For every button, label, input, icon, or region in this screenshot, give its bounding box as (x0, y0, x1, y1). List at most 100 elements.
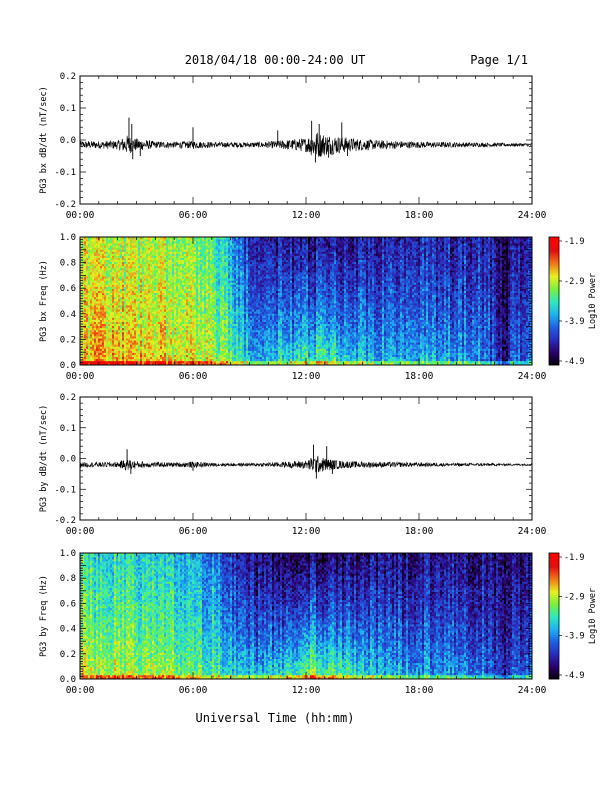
heatmap-cell (94, 284, 97, 287)
heatmap-cell (226, 321, 229, 325)
heatmap-cell (190, 255, 193, 258)
heatmap-cell (222, 257, 225, 261)
heatmap-cell (234, 259, 237, 263)
heatmap-cell (120, 259, 123, 263)
heatmap-cell (104, 241, 107, 244)
heatmap-cell (94, 290, 97, 294)
heatmap-cell (202, 292, 205, 296)
heatmap-cell (82, 327, 85, 331)
heatmap-cell (108, 284, 111, 287)
heatmap-cell (130, 245, 133, 248)
heatmap-cell (94, 288, 97, 291)
heatmap-cell (154, 311, 157, 314)
heatmap-cell (152, 334, 155, 337)
heatmap-cell (182, 338, 185, 341)
heatmap-cell (230, 334, 233, 337)
heatmap-cell (166, 292, 169, 296)
heatmap-cell (100, 251, 103, 254)
heatmap-cell (190, 294, 193, 298)
heatmap-cell (98, 354, 101, 358)
heatmap-cell (86, 292, 89, 296)
heatmap-cell (128, 237, 131, 240)
heatmap-cell (194, 358, 197, 362)
heatmap-cell (210, 303, 213, 306)
heatmap-cell (170, 298, 173, 302)
heatmap-cell (228, 255, 231, 258)
heatmap-cell (98, 329, 101, 333)
heatmap-cell (86, 305, 89, 308)
heatmap-cell (196, 278, 199, 281)
heatmap-cell (208, 270, 211, 273)
heatmap-cell (80, 265, 83, 269)
heatmap-cell (184, 336, 187, 339)
heatmap-cell (158, 331, 161, 335)
heatmap-cell (198, 331, 201, 335)
heatmap-cell (202, 257, 205, 261)
heatmap-cell (96, 296, 99, 300)
heatmap-cell (126, 334, 129, 337)
heatmap-cell (166, 251, 169, 254)
heatmap-cell (106, 331, 109, 335)
heatmap-cell (190, 344, 193, 347)
heatmap-cell (120, 296, 123, 300)
heatmap-cell (166, 276, 169, 279)
heatmap-cell (194, 290, 197, 294)
heatmap-cell (106, 354, 109, 358)
heatmap-cell (204, 245, 207, 248)
heatmap-cell (206, 329, 209, 333)
x-tick-label: 00:00 (66, 210, 95, 221)
heatmap-cell (164, 296, 167, 300)
heatmap-cell (156, 251, 159, 254)
heatmap-cell (118, 358, 121, 362)
heatmap-cell (132, 313, 135, 316)
heatmap-cell (122, 348, 125, 351)
heatmap-cell (224, 305, 227, 308)
heatmap-cell (138, 348, 141, 351)
heatmap-cell (118, 243, 121, 246)
heatmap-cell (228, 319, 231, 322)
heatmap-cell (168, 307, 171, 310)
heatmap-cell (80, 321, 83, 325)
heatmap-cell (152, 315, 155, 318)
heatmap-cell (128, 354, 131, 358)
heatmap-cell (218, 321, 221, 325)
heatmap-cell (178, 350, 181, 353)
heatmap-cell (82, 241, 85, 244)
heatmap-cell (154, 356, 157, 360)
heatmap-cell (216, 241, 219, 244)
heatmap-cell (106, 344, 109, 347)
heatmap-cell (186, 358, 189, 362)
heatmap-cell (210, 288, 213, 291)
heatmap-cell (216, 290, 219, 294)
heatmap-cell (154, 315, 157, 318)
heatmap-cell (228, 247, 231, 250)
heatmap-cell (114, 352, 117, 355)
heatmap-cell (94, 255, 97, 258)
heatmap-cell (168, 350, 171, 353)
heatmap-cell (188, 307, 191, 310)
heatmap-cell (196, 272, 199, 275)
heatmap-cell (108, 274, 111, 277)
heatmap-cell (124, 278, 127, 281)
heatmap-cell (138, 265, 141, 269)
heatmap-cell (128, 255, 131, 258)
heatmap-cell (170, 261, 173, 265)
heatmap-cell (94, 313, 97, 316)
heatmap-cell (158, 309, 161, 312)
heatmap-cell (176, 354, 179, 358)
heatmap-cell (98, 358, 101, 362)
heatmap-cell (104, 323, 107, 327)
heatmap-cell (224, 340, 227, 343)
heatmap-cell (232, 292, 235, 296)
heatmap-cell (146, 311, 149, 314)
heatmap-cell (150, 348, 153, 351)
heatmap-cell (188, 263, 191, 267)
heatmap-cell (208, 354, 211, 358)
heatmap-cell (184, 342, 187, 345)
heatmap-cell (126, 290, 129, 294)
heatmap-cell (128, 288, 131, 291)
heatmap-cell (122, 296, 125, 300)
heatmap-cell (178, 280, 181, 283)
heatmap-cell (152, 352, 155, 355)
heatmap-cell (212, 290, 215, 294)
